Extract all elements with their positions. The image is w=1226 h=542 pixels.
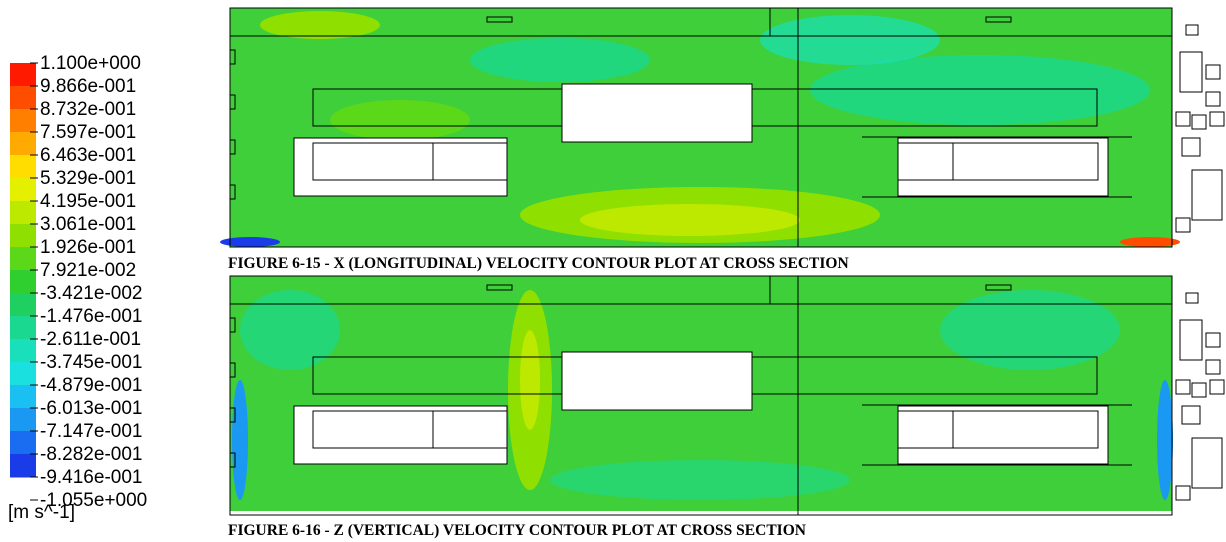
legend-band xyxy=(10,431,36,455)
figure-2 xyxy=(229,275,1225,516)
legend-label: -1.055e+000 xyxy=(40,490,147,511)
legend-band xyxy=(10,178,36,202)
caption: FIGURE 6-16 - Z (VERTICAL) VELOCITY CONT… xyxy=(228,522,806,539)
legend-band xyxy=(10,155,36,179)
legend-label: -6.013e-001 xyxy=(40,398,142,419)
legend-band xyxy=(10,63,36,87)
legend-label: -8.282e-001 xyxy=(40,444,142,465)
legend-band xyxy=(10,316,36,340)
legend-label: -2.611e-001 xyxy=(40,329,141,350)
legend-band xyxy=(10,201,36,225)
legend-band xyxy=(10,109,36,133)
legend-band xyxy=(10,454,36,478)
legend-label: 4.195e-001 xyxy=(40,191,136,212)
legend-label: 6.463e-001 xyxy=(40,145,136,166)
legend-label: -7.147e-001 xyxy=(40,421,142,442)
legend-label: -9.416e-001 xyxy=(40,467,142,488)
legend-band xyxy=(10,86,36,110)
legend-label: 5.329e-001 xyxy=(40,168,136,189)
legend-label: -3.745e-001 xyxy=(40,352,142,373)
legend-band xyxy=(10,270,36,294)
legend-label: -1.476e-001 xyxy=(40,306,142,327)
legend-label: 1.100e+000 xyxy=(40,53,141,74)
legend-band xyxy=(10,293,36,317)
legend-band xyxy=(10,339,36,363)
legend-label: -4.879e-001 xyxy=(40,375,142,396)
legend: 1.100e+0009.866e-0018.732e-0017.597e-001… xyxy=(10,53,147,511)
figure-1 xyxy=(220,7,1225,248)
legend-label: 3.061e-001 xyxy=(40,214,136,235)
legend-band xyxy=(10,132,36,156)
legend-band xyxy=(10,385,36,409)
legend-label: 7.921e-002 xyxy=(40,260,136,281)
legend-label: 1.926e-001 xyxy=(40,237,136,258)
legend-label: 7.597e-001 xyxy=(40,122,136,143)
legend-band xyxy=(10,408,36,432)
legend-label: 9.866e-001 xyxy=(40,76,136,97)
caption: FIGURE 6-15 - X (LONGITUDINAL) VELOCITY … xyxy=(228,255,849,272)
legend-band xyxy=(10,247,36,271)
legend-band xyxy=(10,362,36,386)
legend-unit: [m s^-1] xyxy=(8,502,75,523)
legend-label: 8.732e-001 xyxy=(40,99,136,120)
legend-label: -3.421e-002 xyxy=(40,283,142,304)
legend-band xyxy=(10,224,36,248)
